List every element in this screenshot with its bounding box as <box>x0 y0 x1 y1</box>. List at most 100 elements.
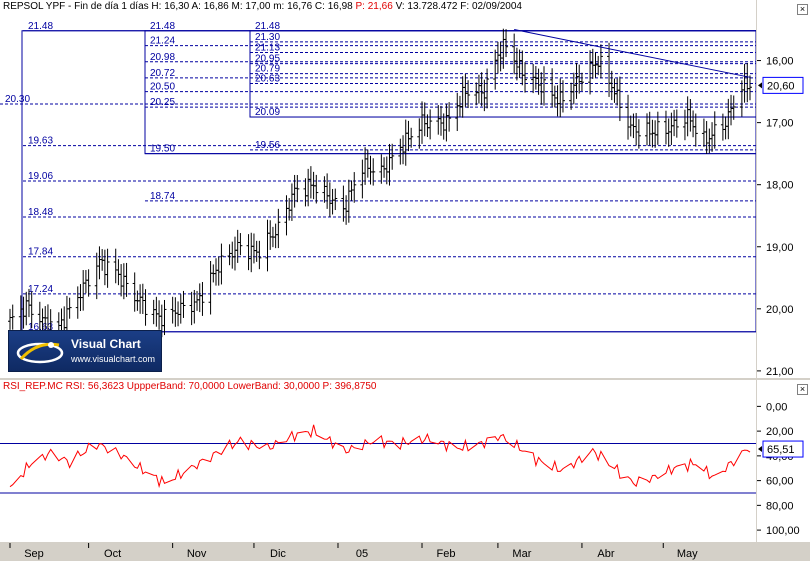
rsi-close-icon[interactable]: × <box>797 384 808 395</box>
ohlc-bar <box>560 80 565 113</box>
time-axis-label: 05 <box>356 548 368 560</box>
c-label: C: <box>314 1 325 12</box>
ohlc-bar <box>276 208 281 249</box>
level-label-21.13: 21.13 <box>255 42 280 53</box>
ohlc-bar <box>577 64 582 94</box>
rsi-axis-label: 0,00 <box>766 401 787 413</box>
upper-band-value: 70,0000 <box>188 381 225 392</box>
time-axis-label: Dic <box>270 548 286 560</box>
ohlc-bar <box>341 185 346 222</box>
level-label-21.48-box: 21.48 <box>150 21 175 32</box>
retracement-box-2 <box>144 30 756 155</box>
ohlc-bar <box>745 63 750 103</box>
ohlc-bar <box>474 82 479 106</box>
rsi-line <box>9 424 751 489</box>
p-label: P: <box>355 1 365 12</box>
time-axis-label: Nov <box>187 548 207 560</box>
ohlc-bar <box>170 296 175 324</box>
level-label-21.48: 21.48 <box>28 21 53 32</box>
time-axis-label: Sep <box>24 548 44 560</box>
level-label-20.09: 20.09 <box>255 107 280 118</box>
ohlc-bar <box>8 308 12 330</box>
ohlc-bar <box>200 282 205 316</box>
ohlc-bar <box>609 70 614 101</box>
ohlc-bar <box>666 118 671 147</box>
ohlc-bar <box>598 44 603 79</box>
ohlc-bar <box>86 269 91 297</box>
ohlc-bar <box>495 41 500 74</box>
ohlc-bar <box>555 85 560 117</box>
visual-chart-logo: Visual Chart www.visualchart.com <box>8 330 162 372</box>
ohlc-bar <box>162 299 167 336</box>
ohlc-bar <box>417 118 422 149</box>
ohlc-bar <box>720 113 725 141</box>
time-axis-labels: Sep Oct Nov Dic 05 Feb Mar Abr May <box>9 543 698 560</box>
rsi-chart-panel[interactable]: RSI_REP.MC RSI: 56,3623 UppperBand: 70,0… <box>0 380 756 542</box>
price-axis-label: 21,00 <box>766 366 794 378</box>
ohlc-bar <box>436 105 441 135</box>
level-label-21.48-box: 21.48 <box>255 21 280 32</box>
price-axis-label: 18,00 <box>766 180 794 192</box>
ohlc-bar <box>94 252 99 300</box>
min-label: m: <box>273 1 285 12</box>
ohlc-bar <box>455 92 460 132</box>
upper-band-label: UppperBand: <box>126 381 186 392</box>
rsi-axis-label: 80,00 <box>766 500 794 512</box>
ohlc-bar <box>672 109 677 137</box>
ohlc-bar <box>726 98 731 140</box>
ohlc-bar <box>729 94 734 126</box>
ohlc-bar <box>289 183 294 221</box>
level-label-17.24: 17.24 <box>28 284 53 295</box>
ohlc-bar <box>498 41 503 72</box>
time-axis-label: Oct <box>104 548 121 560</box>
ohlc-bar <box>314 174 319 204</box>
ohlc-bar <box>246 234 251 271</box>
ohlc-bar <box>327 182 332 217</box>
rsi-panel-header: RSI_REP.MC RSI: 56,3623 UppperBand: 70,0… <box>3 381 377 392</box>
ohlc-bar <box>230 241 235 269</box>
level-label-18.48: 18.48 <box>28 207 53 218</box>
ohlc-bar <box>214 258 219 286</box>
rsi-value: 56,3623 <box>87 381 125 392</box>
level-label-20.63: 20.63 <box>255 74 280 85</box>
ohlc-bar <box>232 236 237 271</box>
ohlc-bar <box>257 240 262 270</box>
m-label: M: <box>231 1 243 12</box>
ohlc-bar <box>352 172 357 203</box>
ohlc-bar <box>428 109 433 140</box>
price-close-icon[interactable]: × <box>797 4 808 15</box>
ohlc-bar <box>308 166 313 199</box>
ohlc-bar <box>617 76 622 122</box>
ohlc-bar <box>693 113 698 147</box>
level-label-19.50: 19.50 <box>150 144 175 155</box>
ohlc-bar <box>444 104 449 142</box>
logo-url: www.visualchart.com <box>71 354 156 364</box>
level-label-20.50: 20.50 <box>150 82 175 93</box>
ohlc-bar <box>588 50 593 95</box>
v-label: V: <box>395 1 405 12</box>
last-price-arrow-icon <box>758 82 762 89</box>
ohlc-bar <box>105 248 110 288</box>
price-axis-label: 20,00 <box>766 304 794 316</box>
ohlc-bar <box>295 175 300 203</box>
ohlc-bar <box>151 299 156 325</box>
symbol-name: REPSOL YPF <box>3 1 66 12</box>
price-chart-panel[interactable]: REPSOL YPF - Fin de día 1 días H: 16,30 … <box>0 0 756 378</box>
ohlc-bar <box>10 304 15 330</box>
price-panel-header: REPSOL YPF - Fin de día 1 días H: 16,30 … <box>3 1 522 12</box>
ohlc-bar <box>420 101 425 144</box>
rsi-chart-plot <box>0 424 756 494</box>
ohlc-bar <box>634 112 639 146</box>
ohlc-bar <box>363 147 368 185</box>
level-label-20.79: 20.79 <box>255 64 280 75</box>
ohlc-bar <box>398 138 403 165</box>
ohlc-bar <box>710 122 715 152</box>
ohlc-bar <box>360 159 365 199</box>
level-label-20.95: 20.95 <box>255 54 280 65</box>
level-label-18.74: 18.74 <box>150 191 175 202</box>
ohlc-bar <box>574 63 579 99</box>
h-value: 16,30 <box>164 1 190 12</box>
rsi-label: RSI: <box>65 381 86 392</box>
